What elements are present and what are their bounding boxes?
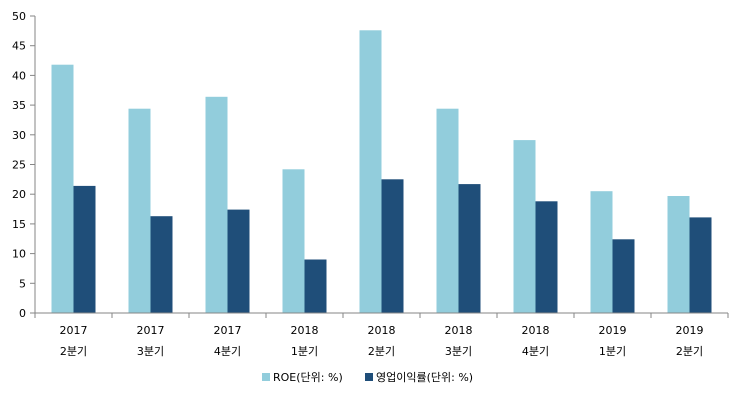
x-axis: 2017 2분기 2017 3분기 2017 4분기 2018 1분기 2018 2분기 2018 3… xyxy=(34,312,729,358)
y-tick-label: 25 xyxy=(12,159,26,172)
bar-operating-margin xyxy=(612,239,635,313)
x-tick-label: 2017 xyxy=(60,324,88,337)
x-tick-label: 4분기 xyxy=(522,345,549,358)
x-tick-label: 2017 xyxy=(214,324,242,337)
y-tick-label: 45 xyxy=(12,40,26,53)
x-tick-label: 2019 xyxy=(599,324,627,337)
bar-operating-margin xyxy=(381,179,404,313)
x-tick-label: 2018 xyxy=(522,324,550,337)
x-tick-label: 3분기 xyxy=(445,345,472,358)
x-tick-label: 4분기 xyxy=(214,345,241,358)
x-tick-label: 1분기 xyxy=(599,345,626,358)
x-tick-label: 2018 xyxy=(291,324,319,337)
bar-roe xyxy=(667,196,690,313)
y-tick-label: 35 xyxy=(12,99,26,112)
x-tick-label: 1분기 xyxy=(291,345,318,358)
y-tick-label: 30 xyxy=(12,129,26,142)
bar-roe xyxy=(513,140,536,313)
legend: ROE(단위: %) 영업이익률(단위: %) xyxy=(262,371,473,384)
x-tick-label: 2분기 xyxy=(368,345,395,358)
y-tick-label: 15 xyxy=(12,218,26,231)
y-tick-label: 0 xyxy=(19,307,26,320)
x-tick-label: 2018 xyxy=(445,324,473,337)
bar-roe xyxy=(359,30,382,314)
legend-swatch xyxy=(262,373,270,381)
bar-roe xyxy=(436,108,459,313)
bar-roe xyxy=(205,96,228,313)
bar-operating-margin xyxy=(227,209,250,313)
bar-roe xyxy=(128,108,151,313)
x-tick-label: 3분기 xyxy=(137,345,164,358)
y-tick-label: 20 xyxy=(12,188,26,201)
legend-label: ROE(단위: %) xyxy=(273,371,343,384)
bar-roe xyxy=(51,64,74,313)
x-tick-label: 2017 xyxy=(137,324,165,337)
bar-operating-margin xyxy=(535,201,558,313)
bar-operating-margin xyxy=(458,184,481,313)
x-tick-label: 2019 xyxy=(676,324,704,337)
x-tick-label: 2018 xyxy=(368,324,396,337)
y-tick-label: 40 xyxy=(12,69,26,82)
bar-operating-margin xyxy=(150,216,173,313)
y-tick-label: 5 xyxy=(19,277,26,290)
y-tick-label: 10 xyxy=(12,248,26,261)
x-tick-label: 2분기 xyxy=(60,345,87,358)
y-axis: 0 5 10 15 20 25 30 35 40 45 50 xyxy=(12,10,36,320)
bar-roe xyxy=(282,169,305,313)
x-tick-label: 2분기 xyxy=(676,345,703,358)
y-tick-label: 50 xyxy=(12,10,26,23)
bar-operating-margin xyxy=(73,185,96,313)
bar-operating-margin xyxy=(689,217,712,313)
bars xyxy=(51,30,712,314)
bar-roe xyxy=(590,191,613,313)
legend-label: 영업이익률(단위: %) xyxy=(376,371,473,384)
legend-swatch xyxy=(365,373,373,381)
bar-operating-margin xyxy=(304,259,327,313)
